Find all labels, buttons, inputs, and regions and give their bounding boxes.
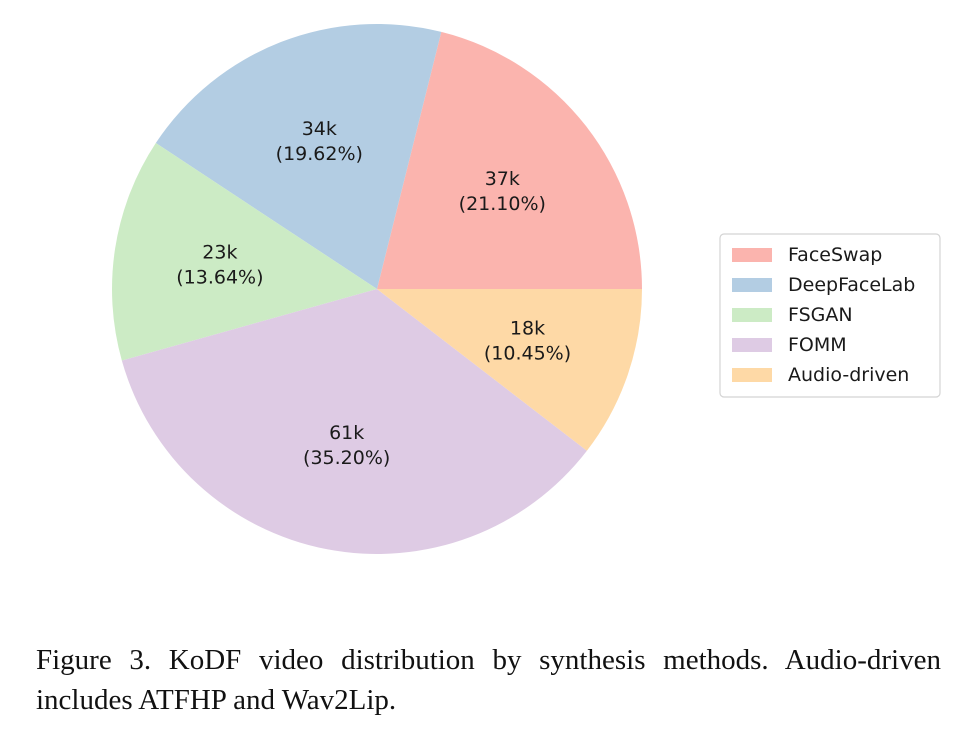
legend-label-audio-driven: Audio-driven [788,364,909,386]
slice-percent-label-audio-driven: (10.45%) [484,342,571,364]
slice-percent-label-deepfacelab: (19.62%) [276,143,363,165]
slice-count-label-deepfacelab: 34k [302,118,337,140]
legend: FaceSwap DeepFaceLab FSGAN FOMM Audio-driven [719,233,941,398]
legend-swatch-fsgan [732,308,772,322]
legend-label-fomm: FOMM [788,334,847,356]
slice-count-label-audio-driven: 18k [510,317,545,339]
slice-percent-label-faceswap: (21.10%) [459,193,546,215]
pie-slice-deepfacelab [155,23,442,289]
legend-swatch-faceswap [732,248,772,262]
pie-slice-faceswap [377,31,642,289]
pie-chart-figure: 37k (21.10%) 34k (19.62%) 23k (13.64%) 61k (35.… [112,23,941,554]
slice-count-label-fsgan: 23k [202,242,237,264]
legend-swatch-deepfacelab [732,278,772,292]
pie-slice-fsgan [112,143,378,361]
legend-label-faceswap: FaceSwap [788,244,882,266]
slice-percent-label-fsgan: (13.64%) [176,267,263,289]
figure-caption: Figure 3. KoDF video distribution by syn… [36,644,941,716]
pie-slice-fomm [121,289,587,554]
legend-swatch-fomm [732,338,772,352]
slice-percent-label-fomm: (35.20%) [303,447,390,469]
legend-frame [719,233,941,398]
slice-count-label-fomm: 61k [329,422,364,444]
legend-label-fsgan: FSGAN [788,304,853,326]
legend-label-deepfacelab: DeepFaceLab [788,274,915,296]
legend-entries: FaceSwap DeepFaceLab FSGAN FOMM Audio-driven [732,244,915,386]
pie-slices [112,23,642,554]
pie-labels: 37k (21.10%) 34k (19.62%) 23k (13.64%) 61k (35.… [176,118,571,469]
pie-chart: 37k (21.10%) 34k (19.62%) 23k (13.64%) 61k (35.… [112,23,941,554]
legend-swatch-audio-driven [732,368,772,382]
pie-slice-audio-driven [377,289,642,451]
slice-count-label-faceswap: 37k [485,168,520,190]
